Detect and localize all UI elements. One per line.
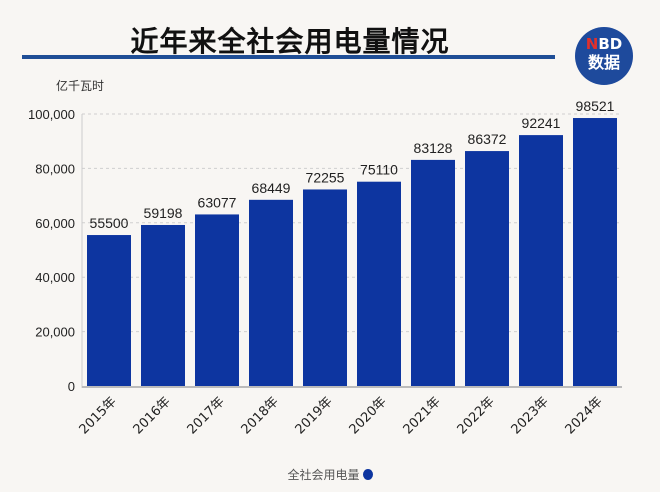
data-label: 83128 [414,140,453,156]
x-tick-label: 2016年 [131,394,174,437]
bar [357,181,401,386]
x-tick-label: 2024年 [563,394,606,437]
bar [411,159,455,386]
logo-data: 数据 [587,53,620,72]
legend: 全社会用电量 [0,466,660,483]
legend-label: 全社会用电量 [287,468,360,482]
bar [303,189,347,386]
x-tick-label: 2019年 [293,394,336,437]
data-label: 86372 [468,131,507,147]
data-label: 92241 [522,115,561,131]
title-underline [22,55,555,59]
bar [519,135,563,386]
bar [87,235,131,386]
bar [249,199,293,386]
x-tick-label: 2020年 [347,394,390,437]
nbd-logo: NBD 数据 [575,27,633,85]
data-label: 59198 [144,205,183,221]
x-tick-label: 2021年 [401,394,444,437]
x-tick-label: 2023年 [509,394,552,437]
logo-n: N [585,35,599,53]
x-tick-label: 2017年 [185,394,228,437]
y-tick-label: 60,000 [35,216,75,231]
logo-bd: BD [598,35,623,53]
bar [141,224,185,386]
y-tick-label: 80,000 [35,161,75,176]
data-label: 72255 [306,169,345,185]
bar [465,151,509,386]
data-label: 98521 [576,98,615,114]
data-label: 68449 [252,180,291,196]
y-tick-label: 0 [68,379,75,394]
x-tick-label: 2018年 [239,394,282,437]
x-tick-label: 2022年 [455,394,498,437]
y-tick-label: 20,000 [35,325,75,340]
data-label: 63077 [198,194,237,210]
y-tick-label: 100,000 [28,107,75,122]
y-tick-label: 40,000 [35,270,75,285]
page-title: 近年来全社会用电量情况 [130,25,450,58]
y-axis-label: 亿千瓦时 [56,78,104,93]
bar [573,118,617,386]
x-tick-label: 2015年 [77,394,120,437]
data-label: 75110 [360,162,398,178]
data-label: 55500 [90,215,129,231]
legend-swatch [362,469,373,480]
bar [195,214,239,386]
